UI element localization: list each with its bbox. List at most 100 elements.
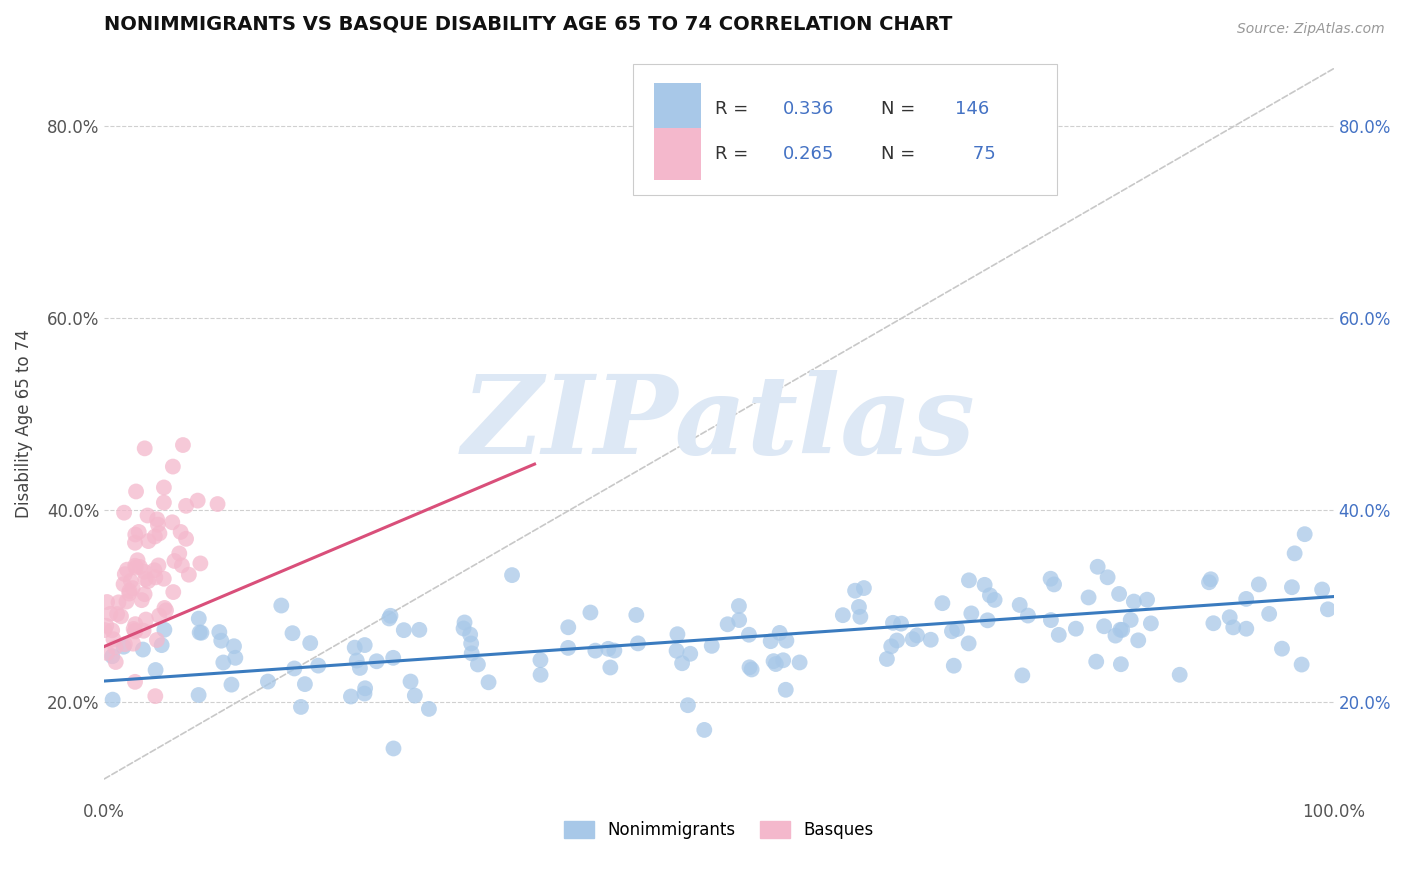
Point: [765, 657, 787, 671]
Point: [132, 624, 155, 638]
Point: [378, 611, 401, 625]
Point: [1092, 619, 1115, 633]
Point: [349, 661, 371, 675]
Point: [901, 632, 924, 647]
Point: [1234, 591, 1257, 606]
Point: [1294, 527, 1316, 541]
Point: [114, 637, 136, 651]
Point: [96, 595, 118, 609]
Point: [134, 565, 156, 579]
Point: [666, 627, 689, 641]
Point: [136, 574, 159, 589]
Point: [177, 567, 200, 582]
Point: [1202, 616, 1225, 631]
Point: [124, 624, 146, 639]
Point: [1039, 613, 1062, 627]
Point: [169, 524, 191, 539]
Point: [124, 527, 146, 541]
Point: [170, 558, 193, 573]
Point: [880, 640, 903, 654]
Point: [104, 655, 127, 669]
Point: [1258, 607, 1281, 621]
Point: [453, 615, 475, 630]
Text: ZIPatlas: ZIPatlas: [463, 370, 976, 477]
Text: 0.336: 0.336: [783, 100, 834, 119]
Point: [208, 625, 231, 640]
Point: [138, 534, 160, 549]
Point: [115, 594, 138, 608]
Y-axis label: Disability Age 65 to 74: Disability Age 65 to 74: [15, 329, 32, 518]
Point: [831, 608, 853, 623]
Point: [1064, 622, 1087, 636]
Point: [190, 557, 212, 571]
Point: [155, 603, 177, 617]
Point: [931, 596, 953, 610]
Point: [122, 637, 145, 651]
Point: [603, 643, 626, 657]
Point: [146, 512, 169, 526]
Point: [290, 700, 312, 714]
Text: N =: N =: [882, 145, 921, 163]
Text: N =: N =: [882, 100, 921, 119]
Point: [118, 586, 141, 600]
Point: [762, 654, 785, 668]
Point: [1136, 592, 1159, 607]
Point: [1111, 623, 1133, 637]
Point: [973, 578, 995, 592]
FancyBboxPatch shape: [654, 83, 700, 136]
Point: [353, 638, 375, 652]
Point: [101, 649, 124, 664]
Point: [134, 587, 156, 601]
Point: [1109, 657, 1132, 672]
Text: 146: 146: [955, 100, 990, 119]
Point: [136, 508, 159, 523]
Point: [671, 657, 693, 671]
Point: [1222, 620, 1244, 634]
Point: [738, 660, 761, 674]
Point: [101, 624, 124, 638]
Point: [886, 633, 908, 648]
Point: [1011, 668, 1033, 682]
Point: [93, 623, 115, 637]
Point: [270, 599, 292, 613]
Point: [1108, 587, 1130, 601]
FancyBboxPatch shape: [654, 128, 700, 180]
Point: [1310, 582, 1333, 597]
Point: [1017, 608, 1039, 623]
Point: [163, 554, 186, 568]
Point: [187, 688, 209, 702]
Point: [665, 644, 688, 658]
Point: [187, 611, 209, 625]
Point: [101, 692, 124, 706]
Point: [1043, 577, 1066, 591]
Point: [1077, 591, 1099, 605]
Point: [128, 524, 150, 539]
Point: [107, 595, 129, 609]
Point: [162, 585, 184, 599]
Text: Source: ZipAtlas.com: Source: ZipAtlas.com: [1237, 22, 1385, 37]
Point: [124, 674, 146, 689]
Point: [557, 640, 579, 655]
Point: [114, 567, 136, 582]
Text: R =: R =: [716, 100, 754, 119]
Point: [408, 623, 430, 637]
Point: [946, 622, 969, 636]
Point: [477, 675, 499, 690]
Point: [1271, 641, 1294, 656]
Text: NONIMMIGRANTS VS BASQUE DISABILITY AGE 65 TO 74 CORRELATION CHART: NONIMMIGRANTS VS BASQUE DISABILITY AGE 6…: [104, 15, 953, 34]
Text: 75: 75: [967, 145, 995, 163]
Point: [404, 689, 426, 703]
Point: [1008, 598, 1031, 612]
Point: [501, 568, 523, 582]
Point: [382, 741, 405, 756]
Point: [1109, 623, 1132, 637]
Point: [920, 632, 942, 647]
Point: [115, 563, 138, 577]
Point: [146, 632, 169, 647]
Point: [152, 572, 174, 586]
Point: [150, 638, 173, 652]
Point: [458, 627, 481, 641]
Point: [1219, 610, 1241, 624]
Point: [148, 608, 170, 623]
Point: [583, 643, 606, 657]
